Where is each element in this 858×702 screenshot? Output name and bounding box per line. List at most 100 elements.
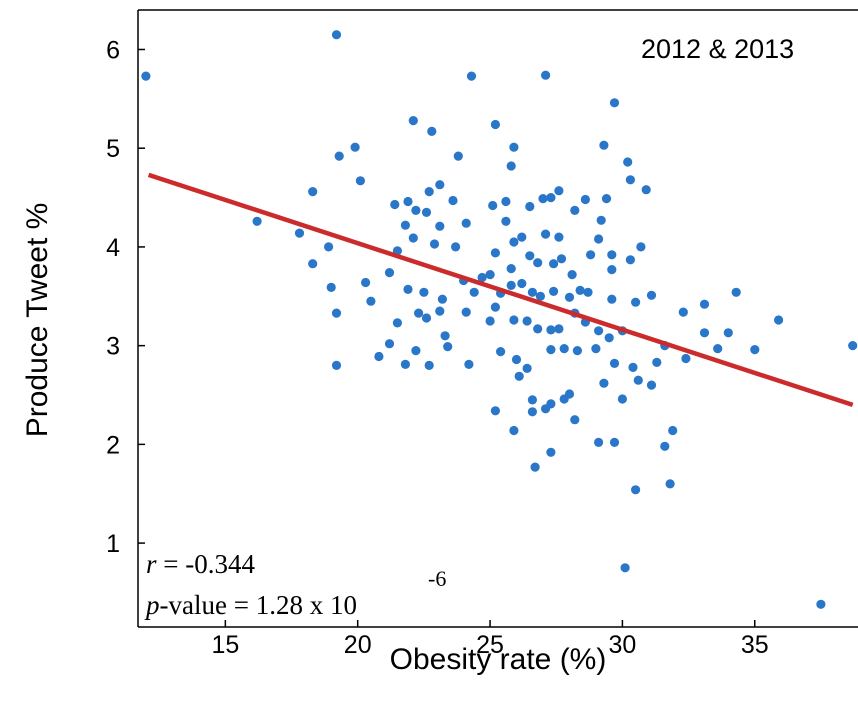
r-value: = -0.344 <box>157 549 256 579</box>
data-point <box>599 140 609 150</box>
data-point <box>308 259 318 269</box>
data-point <box>496 347 506 357</box>
data-point <box>252 216 262 226</box>
data-point <box>646 380 657 390</box>
data-point <box>559 344 569 354</box>
data-point <box>631 485 641 495</box>
data-point <box>511 354 522 365</box>
data-points <box>141 30 858 609</box>
data-point <box>403 196 413 207</box>
data-point <box>541 404 551 414</box>
trend-line <box>147 172 854 408</box>
data-point <box>384 268 395 278</box>
data-point <box>580 194 591 205</box>
data-point <box>633 375 643 385</box>
data-point <box>448 195 458 206</box>
data-point <box>848 341 858 351</box>
data-point <box>556 254 567 264</box>
data-point <box>575 285 585 295</box>
data-point <box>546 345 556 355</box>
y-axis-ticks: 1 2 3 4 5 6 <box>106 36 145 558</box>
data-point <box>541 70 551 80</box>
data-point <box>294 228 305 238</box>
data-point <box>424 187 434 197</box>
x-tick-label: 20 <box>344 631 372 659</box>
data-point <box>437 294 447 304</box>
data-point <box>541 229 551 239</box>
data-point <box>411 346 421 356</box>
data-point <box>583 287 593 297</box>
x-axis-label: Obesity rate (%) <box>390 643 607 676</box>
x-tick-label: 15 <box>211 631 239 659</box>
data-point <box>549 286 559 296</box>
data-point <box>530 462 540 472</box>
data-point <box>554 186 564 196</box>
data-point <box>326 282 336 292</box>
data-point <box>350 142 360 152</box>
data-point <box>594 326 604 336</box>
data-point <box>403 284 413 294</box>
data-point <box>564 292 575 302</box>
data-point <box>453 151 463 161</box>
data-point <box>509 237 519 247</box>
data-point <box>485 316 495 326</box>
data-point <box>601 194 612 204</box>
data-point <box>361 277 371 288</box>
data-point <box>713 344 723 354</box>
p-annotation: p-value = 1.28 x 10 <box>144 590 357 620</box>
data-point <box>488 200 498 211</box>
y-axis-label: Produce Tweet % <box>21 203 54 438</box>
data-point <box>429 239 440 249</box>
data-point <box>604 333 614 343</box>
data-point <box>546 193 556 203</box>
data-point <box>599 378 609 388</box>
data-point <box>308 187 318 197</box>
data-point <box>400 220 410 230</box>
data-point <box>699 299 710 309</box>
data-point <box>607 250 617 260</box>
data-point <box>141 71 151 81</box>
data-point <box>609 358 620 368</box>
data-point <box>522 316 532 326</box>
data-point <box>774 315 784 325</box>
data-point <box>424 360 434 370</box>
data-point <box>419 287 429 297</box>
y-tick-label: 2 <box>106 431 120 459</box>
data-point <box>631 297 641 307</box>
data-point <box>506 280 516 290</box>
data-point <box>355 176 365 186</box>
data-point <box>490 119 500 130</box>
data-point <box>466 71 477 81</box>
data-point <box>660 441 670 451</box>
data-point <box>525 251 535 261</box>
data-point <box>461 218 471 228</box>
data-point <box>331 308 342 318</box>
data-point <box>636 242 646 252</box>
p-value: -value = 1.28 x 10 <box>160 590 357 620</box>
data-point <box>554 324 564 334</box>
data-point <box>443 342 453 352</box>
data-point <box>414 308 424 318</box>
data-point <box>514 371 524 381</box>
y-tick-label: 6 <box>106 36 120 64</box>
data-point <box>607 294 617 304</box>
data-point <box>564 389 575 399</box>
plot-frame <box>137 9 858 628</box>
data-point <box>625 175 636 185</box>
data-point <box>620 563 630 573</box>
data-point <box>334 151 344 161</box>
data-point <box>506 264 516 274</box>
x-tick-label: 30 <box>609 631 637 659</box>
data-point <box>411 205 421 215</box>
data-point <box>384 339 395 349</box>
data-point <box>623 157 633 167</box>
data-point <box>501 196 511 207</box>
data-point <box>509 425 519 436</box>
data-point <box>586 250 596 260</box>
data-point <box>527 407 538 417</box>
data-point <box>527 395 538 405</box>
x-tick-label: 25 <box>476 631 504 659</box>
data-point <box>681 353 691 364</box>
data-point <box>625 255 636 265</box>
